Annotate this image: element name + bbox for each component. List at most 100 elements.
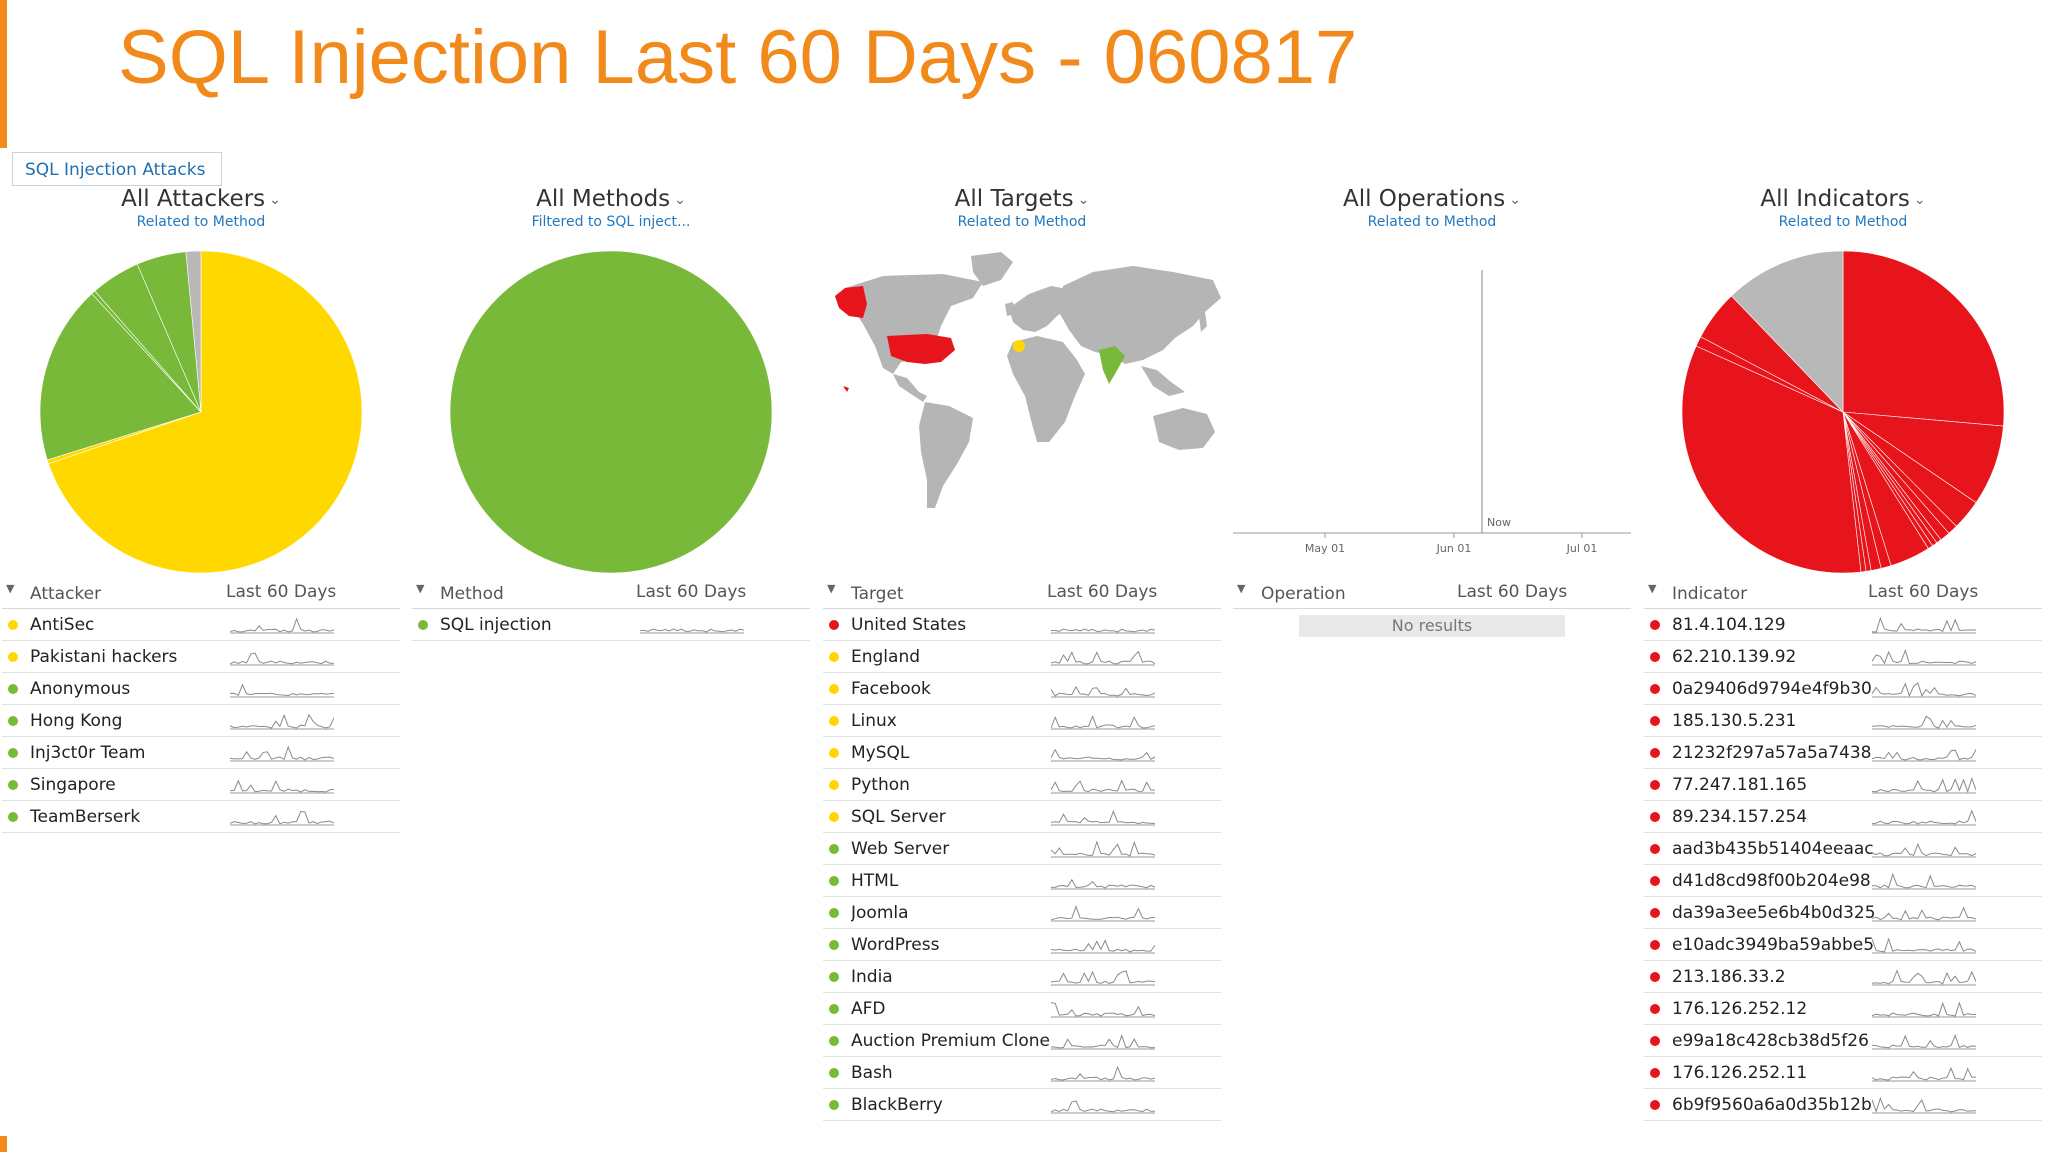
indicators-row-label[interactable]: 185.130.5.231 <box>1672 711 1797 731</box>
attackers-row-label[interactable]: Anonymous <box>30 679 131 699</box>
attackers-table-row[interactable]: Pakistani hackers <box>2 641 400 673</box>
attackers-row-label[interactable]: Singapore <box>30 775 116 795</box>
attackers-filter-link[interactable]: Related to Method <box>136 214 266 230</box>
sort-caret-icon[interactable]: ▼ <box>6 582 15 595</box>
targets-row-label[interactable]: SQL Server <box>851 807 946 827</box>
pie-slice[interactable] <box>1731 250 1844 413</box>
attackers-table-row[interactable]: Singapore <box>2 769 400 801</box>
targets-table-row[interactable]: WordPress <box>823 929 1221 961</box>
methods-pie-chart[interactable] <box>412 246 810 576</box>
targets-table-row[interactable]: Python <box>823 769 1221 801</box>
attackers-col-trend[interactable]: Last 60 Days <box>226 582 337 602</box>
indicators-row-label[interactable]: 81.4.104.129 <box>1672 615 1786 635</box>
indicators-table-row[interactable]: e10adc3949ba59abbe5 <box>1644 929 2042 961</box>
indicators-table-row[interactable]: e99a18c428cb38d5f26 <box>1644 1025 2042 1057</box>
methods-row-label[interactable]: SQL injection <box>440 615 552 635</box>
targets-table-row[interactable]: SQL Server <box>823 801 1221 833</box>
indicators-row-label[interactable]: 77.247.181.165 <box>1672 775 1808 795</box>
indicators-table-row[interactable]: 6b9f9560a6a0d35b12b <box>1644 1089 2042 1121</box>
attackers-table-row[interactable]: Inj3ct0r Team <box>2 737 400 769</box>
indicators-row-label[interactable]: 6b9f9560a6a0d35b12b <box>1672 1095 1872 1115</box>
sort-caret-icon[interactable]: ▼ <box>1237 582 1246 595</box>
targets-row-label[interactable]: Joomla <box>851 903 909 923</box>
indicators-row-label[interactable]: d41d8cd98f00b204e98 <box>1672 871 1871 891</box>
indicators-table-row[interactable]: 77.247.181.165 <box>1644 769 2042 801</box>
pie-slice[interactable] <box>48 250 363 574</box>
indicators-table-row[interactable]: 176.126.252.11 <box>1644 1057 2042 1089</box>
indicators-row-label[interactable]: 0a29406d9794e4f9b30 <box>1672 679 1872 699</box>
indicators-table-row[interactable]: aad3b435b51404eeaac <box>1644 833 2042 865</box>
operations-col-name[interactable]: Operation <box>1261 584 1346 604</box>
targets-table-row[interactable]: Linux <box>823 705 1221 737</box>
attackers-row-label[interactable]: Hong Kong <box>30 711 123 731</box>
methods-filter-link[interactable]: Filtered to SQL inject... <box>531 214 691 230</box>
pie-slice[interactable] <box>449 250 773 574</box>
targets-table-row[interactable]: AFD <box>823 993 1221 1025</box>
targets-row-label[interactable]: WordPress <box>851 935 940 955</box>
attackers-dropdown[interactable]: All Attackers ⌄ <box>2 186 400 212</box>
operations-col-trend[interactable]: Last 60 Days <box>1457 582 1568 602</box>
operations-dropdown[interactable]: All Operations ⌄ <box>1233 186 1631 212</box>
operations-timeline-chart[interactable]: Now May 01 Jun 01 Jul 01 <box>1233 246 1631 576</box>
indicators-row-label[interactable]: e10adc3949ba59abbe5 <box>1672 935 1875 955</box>
targets-row-label[interactable]: Facebook <box>851 679 931 699</box>
attackers-row-label[interactable]: Pakistani hackers <box>30 647 178 667</box>
attackers-table-row[interactable]: Anonymous <box>2 673 400 705</box>
targets-row-label[interactable]: India <box>851 967 893 987</box>
indicators-table-row[interactable]: 213.186.33.2 <box>1644 961 2042 993</box>
targets-row-label[interactable]: AFD <box>851 999 886 1019</box>
targets-row-label[interactable]: Python <box>851 775 910 795</box>
sort-caret-icon[interactable]: ▼ <box>416 582 425 595</box>
methods-col-name[interactable]: Method <box>440 584 504 604</box>
targets-row-label[interactable]: HTML <box>851 871 899 891</box>
indicators-table-row[interactable]: 81.4.104.129 <box>1644 609 2042 641</box>
indicators-row-label[interactable]: e99a18c428cb38d5f26 <box>1672 1031 1869 1051</box>
indicators-row-label[interactable]: da39a3ee5e6b4b0d325 <box>1672 903 1876 923</box>
indicators-row-label[interactable]: 89.234.157.254 <box>1672 807 1808 827</box>
attackers-table-row[interactable]: TeamBerserk <box>2 801 400 833</box>
targets-table-row[interactable]: HTML <box>823 865 1221 897</box>
attackers-row-label[interactable]: Inj3ct0r Team <box>30 743 146 763</box>
indicators-pie-chart[interactable] <box>1644 246 2042 576</box>
sort-caret-icon[interactable]: ▼ <box>827 582 836 595</box>
targets-row-label[interactable]: Bash <box>851 1063 893 1083</box>
targets-col-name[interactable]: Target <box>851 584 904 604</box>
targets-world-map[interactable] <box>823 246 1221 576</box>
targets-row-label[interactable]: BlackBerry <box>851 1095 943 1115</box>
targets-row-label[interactable]: United States <box>851 615 967 635</box>
pie-slice[interactable] <box>1681 345 1862 574</box>
pie-slice[interactable] <box>39 293 202 461</box>
targets-table-row[interactable]: Facebook <box>823 673 1221 705</box>
targets-dropdown[interactable]: All Targets ⌄ <box>823 186 1221 212</box>
tab-sql-injection-attacks[interactable]: SQL Injection Attacks <box>12 152 222 186</box>
indicators-table-row[interactable]: d41d8cd98f00b204e98 <box>1644 865 2042 897</box>
targets-row-label[interactable]: Linux <box>851 711 897 731</box>
targets-row-label[interactable]: England <box>851 647 921 667</box>
targets-table-row[interactable]: Web Server <box>823 833 1221 865</box>
targets-col-trend[interactable]: Last 60 Days <box>1047 582 1158 602</box>
indicators-table-row[interactable]: 0a29406d9794e4f9b30 <box>1644 673 2042 705</box>
targets-table-row[interactable]: United States <box>823 609 1221 641</box>
indicators-col-name[interactable]: Indicator <box>1672 584 1748 604</box>
targets-row-label[interactable]: MySQL <box>851 743 910 763</box>
targets-table-row[interactable]: England <box>823 641 1221 673</box>
pie-slice[interactable] <box>1842 250 2005 427</box>
methods-table-row[interactable]: SQL injection <box>412 609 810 641</box>
targets-table-row[interactable]: Bash <box>823 1057 1221 1089</box>
indicators-row-label[interactable]: 176.126.252.12 <box>1672 999 1808 1019</box>
methods-col-trend[interactable]: Last 60 Days <box>636 582 747 602</box>
attackers-table-row[interactable]: Hong Kong <box>2 705 400 737</box>
sort-caret-icon[interactable]: ▼ <box>1648 582 1657 595</box>
indicators-table-row[interactable]: 62.210.139.92 <box>1644 641 2042 673</box>
targets-table-row[interactable]: Auction Premium Clone <box>823 1025 1221 1057</box>
targets-table-row[interactable]: MySQL <box>823 737 1221 769</box>
methods-dropdown[interactable]: All Methods ⌄ <box>412 186 810 212</box>
indicators-row-label[interactable]: 21232f297a57a5a7438 <box>1672 743 1872 763</box>
targets-table-row[interactable]: BlackBerry <box>823 1089 1221 1121</box>
indicators-dropdown[interactable]: All Indicators ⌄ <box>1644 186 2042 212</box>
attackers-col-name[interactable]: Attacker <box>30 584 102 604</box>
pie-slice[interactable] <box>185 250 202 413</box>
targets-table-row[interactable]: Joomla <box>823 897 1221 929</box>
indicators-table-row[interactable]: 21232f297a57a5a7438 <box>1644 737 2042 769</box>
indicators-row-label[interactable]: aad3b435b51404eeaac <box>1672 839 1874 859</box>
